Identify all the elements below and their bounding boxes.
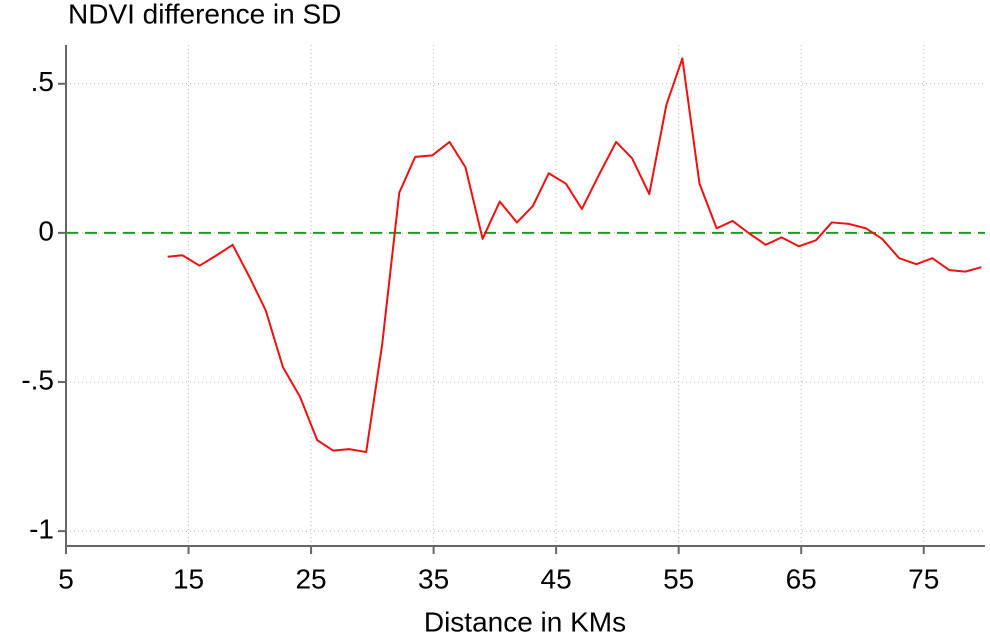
x-tick-label: 55: [663, 563, 694, 594]
y-tick-label: -.5: [21, 364, 54, 395]
x-tick-label: 5: [58, 563, 74, 594]
x-tick-label: 15: [173, 563, 204, 594]
x-tick-label: 45: [541, 563, 572, 594]
x-tick-label: 75: [908, 563, 939, 594]
x-tick-label: 65: [786, 563, 817, 594]
y-tick-label: 0: [38, 215, 54, 246]
x-tick-label: 35: [418, 563, 449, 594]
y-tick-label: -1: [29, 513, 54, 544]
y-tick-label: .5: [31, 66, 54, 97]
chart-title: NDVI difference in SD: [68, 0, 341, 29]
x-tick-label: 25: [295, 563, 326, 594]
data-line: [167, 57, 982, 454]
x-axis-label: Distance in KMs: [424, 606, 626, 637]
